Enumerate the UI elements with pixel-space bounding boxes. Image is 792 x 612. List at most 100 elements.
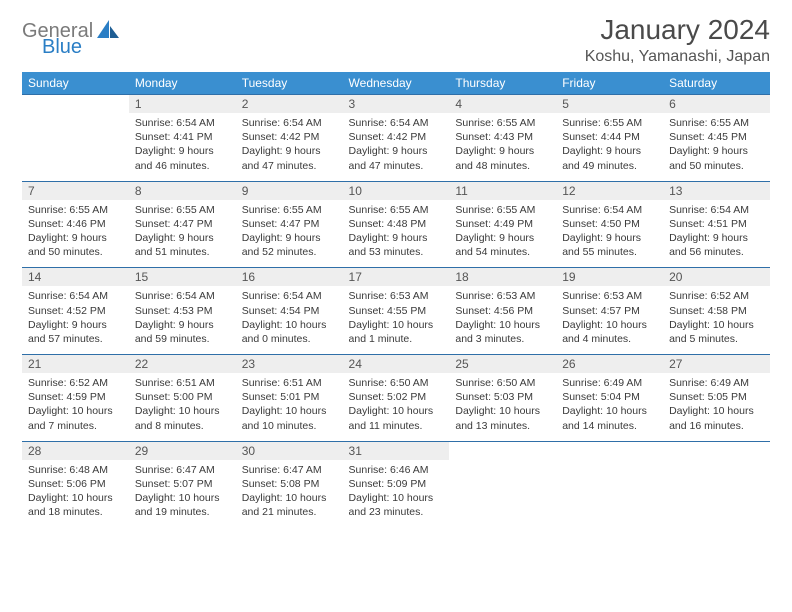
day-number-cell: 18	[449, 268, 556, 287]
sunrise-line: Sunrise: 6:54 AM	[242, 289, 337, 303]
day-content-cell: Sunrise: 6:48 AMSunset: 5:06 PMDaylight:…	[22, 460, 129, 528]
day-content-cell: Sunrise: 6:54 AMSunset: 4:53 PMDaylight:…	[129, 286, 236, 354]
sunset-line: Sunset: 4:55 PM	[349, 304, 444, 318]
content-row: Sunrise: 6:54 AMSunset: 4:52 PMDaylight:…	[22, 286, 770, 354]
day-content-cell: Sunrise: 6:52 AMSunset: 4:59 PMDaylight:…	[22, 373, 129, 441]
daynum-row: 21222324252627	[22, 355, 770, 374]
daylight-line: Daylight: 9 hours and 56 minutes.	[669, 231, 764, 259]
day-number-cell: 28	[22, 441, 129, 460]
sunset-line: Sunset: 4:50 PM	[562, 217, 657, 231]
daylight-line: Daylight: 10 hours and 14 minutes.	[562, 404, 657, 432]
day-content-cell: Sunrise: 6:55 AMSunset: 4:47 PMDaylight:…	[236, 200, 343, 268]
daylight-line: Daylight: 9 hours and 48 minutes.	[455, 144, 550, 172]
day-number-cell: 11	[449, 181, 556, 200]
day-number-cell: 14	[22, 268, 129, 287]
daylight-line: Daylight: 10 hours and 1 minute.	[349, 318, 444, 346]
daynum-row: 123456	[22, 95, 770, 114]
sunset-line: Sunset: 5:08 PM	[242, 477, 337, 491]
sunset-line: Sunset: 5:01 PM	[242, 390, 337, 404]
sunrise-line: Sunrise: 6:54 AM	[28, 289, 123, 303]
sunrise-line: Sunrise: 6:48 AM	[28, 463, 123, 477]
day-content-cell: Sunrise: 6:47 AMSunset: 5:08 PMDaylight:…	[236, 460, 343, 528]
day-content-cell: Sunrise: 6:54 AMSunset: 4:52 PMDaylight:…	[22, 286, 129, 354]
day-content-cell: Sunrise: 6:54 AMSunset: 4:42 PMDaylight:…	[343, 113, 450, 181]
weekday-header: Thursday	[449, 72, 556, 95]
sunrise-line: Sunrise: 6:54 AM	[135, 116, 230, 130]
daylight-line: Daylight: 9 hours and 54 minutes.	[455, 231, 550, 259]
day-content-cell	[556, 460, 663, 528]
daylight-line: Daylight: 9 hours and 59 minutes.	[135, 318, 230, 346]
daylight-line: Daylight: 9 hours and 55 minutes.	[562, 231, 657, 259]
daylight-line: Daylight: 10 hours and 5 minutes.	[669, 318, 764, 346]
daylight-line: Daylight: 9 hours and 50 minutes.	[28, 231, 123, 259]
weekday-header: Tuesday	[236, 72, 343, 95]
daylight-line: Daylight: 10 hours and 8 minutes.	[135, 404, 230, 432]
sunrise-line: Sunrise: 6:53 AM	[562, 289, 657, 303]
day-content-cell: Sunrise: 6:55 AMSunset: 4:44 PMDaylight:…	[556, 113, 663, 181]
day-number-cell: 29	[129, 441, 236, 460]
day-content-cell: Sunrise: 6:46 AMSunset: 5:09 PMDaylight:…	[343, 460, 450, 528]
sunrise-line: Sunrise: 6:49 AM	[669, 376, 764, 390]
calendar-table: Sunday Monday Tuesday Wednesday Thursday…	[22, 72, 770, 528]
daylight-line: Daylight: 9 hours and 51 minutes.	[135, 231, 230, 259]
sunset-line: Sunset: 4:53 PM	[135, 304, 230, 318]
sunset-line: Sunset: 4:48 PM	[349, 217, 444, 231]
day-content-cell: Sunrise: 6:54 AMSunset: 4:54 PMDaylight:…	[236, 286, 343, 354]
daylight-line: Daylight: 10 hours and 11 minutes.	[349, 404, 444, 432]
sunset-line: Sunset: 4:46 PM	[28, 217, 123, 231]
day-number-cell: 12	[556, 181, 663, 200]
weekday-header: Saturday	[663, 72, 770, 95]
sunset-line: Sunset: 5:09 PM	[349, 477, 444, 491]
sunrise-line: Sunrise: 6:55 AM	[349, 203, 444, 217]
daylight-line: Daylight: 10 hours and 19 minutes.	[135, 491, 230, 519]
day-number-cell: 10	[343, 181, 450, 200]
day-number-cell: 26	[556, 355, 663, 374]
day-number-cell: 3	[343, 95, 450, 114]
sunrise-line: Sunrise: 6:51 AM	[135, 376, 230, 390]
day-number-cell: 17	[343, 268, 450, 287]
sunset-line: Sunset: 5:03 PM	[455, 390, 550, 404]
sunset-line: Sunset: 4:45 PM	[669, 130, 764, 144]
sunset-line: Sunset: 4:51 PM	[669, 217, 764, 231]
day-content-cell: Sunrise: 6:55 AMSunset: 4:46 PMDaylight:…	[22, 200, 129, 268]
day-content-cell: Sunrise: 6:54 AMSunset: 4:51 PMDaylight:…	[663, 200, 770, 268]
day-number-cell: 2	[236, 95, 343, 114]
day-content-cell: Sunrise: 6:51 AMSunset: 5:01 PMDaylight:…	[236, 373, 343, 441]
location-text: Koshu, Yamanashi, Japan	[585, 48, 770, 66]
sunrise-line: Sunrise: 6:55 AM	[669, 116, 764, 130]
day-number-cell: 19	[556, 268, 663, 287]
day-number-cell	[663, 441, 770, 460]
day-content-cell: Sunrise: 6:55 AMSunset: 4:45 PMDaylight:…	[663, 113, 770, 181]
sunset-line: Sunset: 4:44 PM	[562, 130, 657, 144]
sunrise-line: Sunrise: 6:55 AM	[242, 203, 337, 217]
day-number-cell: 30	[236, 441, 343, 460]
day-content-cell: Sunrise: 6:55 AMSunset: 4:48 PMDaylight:…	[343, 200, 450, 268]
sunrise-line: Sunrise: 6:55 AM	[562, 116, 657, 130]
sunrise-line: Sunrise: 6:50 AM	[349, 376, 444, 390]
day-content-cell: Sunrise: 6:55 AMSunset: 4:47 PMDaylight:…	[129, 200, 236, 268]
sunset-line: Sunset: 5:05 PM	[669, 390, 764, 404]
sunrise-line: Sunrise: 6:55 AM	[28, 203, 123, 217]
day-number-cell: 27	[663, 355, 770, 374]
day-content-cell: Sunrise: 6:50 AMSunset: 5:02 PMDaylight:…	[343, 373, 450, 441]
sunrise-line: Sunrise: 6:53 AM	[349, 289, 444, 303]
sunrise-line: Sunrise: 6:55 AM	[135, 203, 230, 217]
daylight-line: Daylight: 9 hours and 53 minutes.	[349, 231, 444, 259]
day-content-cell: Sunrise: 6:55 AMSunset: 4:49 PMDaylight:…	[449, 200, 556, 268]
sunrise-line: Sunrise: 6:55 AM	[455, 116, 550, 130]
day-content-cell	[22, 113, 129, 181]
sunset-line: Sunset: 5:04 PM	[562, 390, 657, 404]
daylight-line: Daylight: 9 hours and 46 minutes.	[135, 144, 230, 172]
day-number-cell: 25	[449, 355, 556, 374]
daylight-line: Daylight: 10 hours and 3 minutes.	[455, 318, 550, 346]
day-content-cell: Sunrise: 6:54 AMSunset: 4:41 PMDaylight:…	[129, 113, 236, 181]
weekday-header: Friday	[556, 72, 663, 95]
day-number-cell	[22, 95, 129, 114]
day-content-cell: Sunrise: 6:54 AMSunset: 4:42 PMDaylight:…	[236, 113, 343, 181]
sunset-line: Sunset: 4:47 PM	[135, 217, 230, 231]
weekday-row: Sunday Monday Tuesday Wednesday Thursday…	[22, 72, 770, 95]
sunrise-line: Sunrise: 6:49 AM	[562, 376, 657, 390]
day-number-cell: 20	[663, 268, 770, 287]
daylight-line: Daylight: 9 hours and 50 minutes.	[669, 144, 764, 172]
sunrise-line: Sunrise: 6:54 AM	[669, 203, 764, 217]
